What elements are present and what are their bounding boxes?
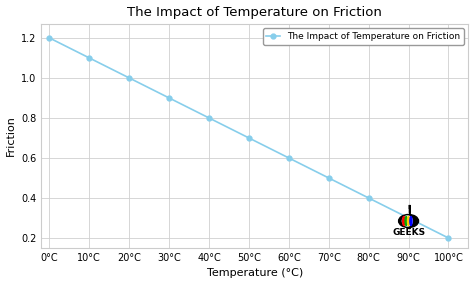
Ellipse shape (405, 216, 407, 225)
Title: The Impact of Temperature on Friction: The Impact of Temperature on Friction (128, 6, 383, 18)
The Impact of Temperature on Friction (326, 176, 332, 180)
Ellipse shape (408, 216, 410, 225)
The Impact of Temperature on Friction (366, 196, 372, 200)
Line: The Impact of Temperature on Friction: The Impact of Temperature on Friction (47, 36, 451, 241)
The Impact of Temperature on Friction (446, 236, 451, 240)
The Impact of Temperature on Friction (286, 156, 292, 160)
Legend: The Impact of Temperature on Friction: The Impact of Temperature on Friction (263, 28, 464, 45)
The Impact of Temperature on Friction (126, 76, 132, 80)
The Impact of Temperature on Friction (86, 56, 92, 60)
Ellipse shape (402, 216, 412, 226)
Ellipse shape (403, 216, 405, 225)
X-axis label: Temperature (°C): Temperature (°C) (207, 268, 303, 278)
The Impact of Temperature on Friction (206, 116, 212, 120)
The Impact of Temperature on Friction (166, 96, 172, 100)
The Impact of Temperature on Friction (406, 216, 411, 220)
Text: GEEKS: GEEKS (392, 227, 425, 237)
Ellipse shape (410, 216, 412, 225)
The Impact of Temperature on Friction (46, 36, 52, 39)
Y-axis label: Friction: Friction (6, 116, 16, 156)
Ellipse shape (399, 214, 419, 227)
The Impact of Temperature on Friction (246, 136, 252, 140)
